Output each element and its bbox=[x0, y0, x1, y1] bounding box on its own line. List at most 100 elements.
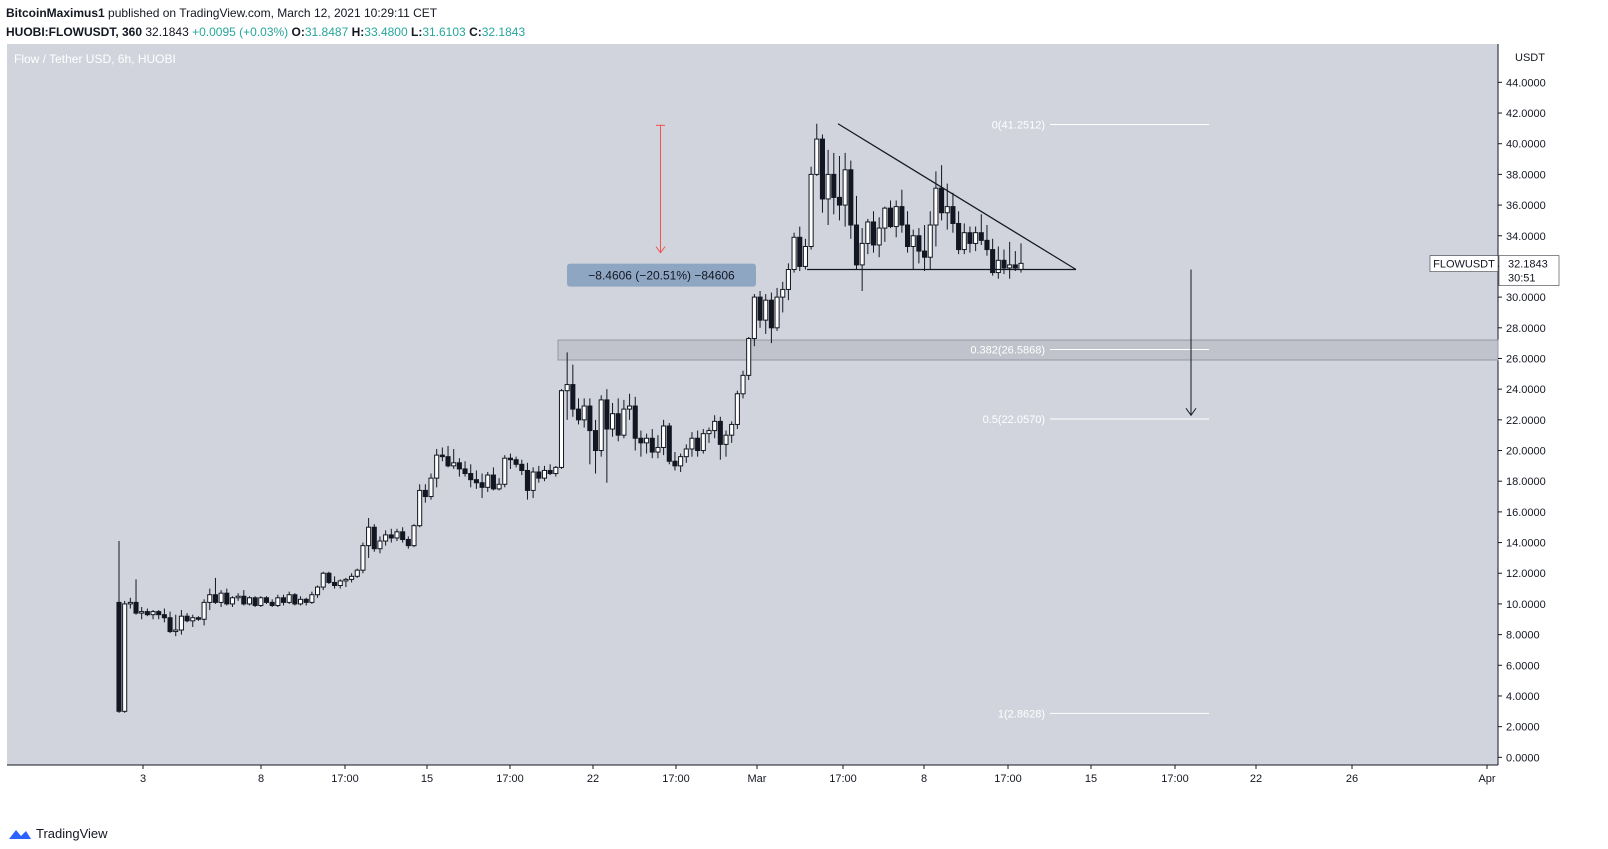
candle[interactable] bbox=[893, 206, 899, 228]
candle[interactable] bbox=[269, 601, 275, 606]
candle[interactable] bbox=[729, 423, 735, 436]
candle[interactable] bbox=[490, 474, 496, 490]
candle[interactable] bbox=[700, 433, 706, 452]
candle[interactable] bbox=[161, 614, 167, 619]
candle[interactable] bbox=[360, 545, 366, 571]
candle[interactable] bbox=[485, 474, 491, 488]
candle[interactable] bbox=[229, 597, 236, 605]
candle[interactable] bbox=[462, 468, 468, 475]
candle[interactable] bbox=[825, 173, 831, 200]
candle[interactable] bbox=[757, 296, 763, 321]
candle[interactable] bbox=[581, 405, 587, 421]
candle[interactable] bbox=[978, 232, 984, 241]
candle[interactable] bbox=[144, 611, 150, 616]
candle[interactable] bbox=[831, 173, 837, 198]
candle[interactable] bbox=[785, 269, 791, 290]
candle[interactable] bbox=[252, 597, 258, 606]
candle[interactable] bbox=[195, 617, 201, 620]
candle[interactable] bbox=[133, 601, 139, 614]
candle[interactable] bbox=[627, 405, 633, 410]
candle[interactable] bbox=[456, 462, 462, 470]
candle[interactable] bbox=[1007, 264, 1013, 269]
candle[interactable] bbox=[173, 629, 179, 633]
candle[interactable] bbox=[610, 413, 616, 430]
candle[interactable] bbox=[536, 471, 542, 479]
candle[interactable] bbox=[530, 471, 536, 491]
candle[interactable] bbox=[638, 437, 644, 444]
candle[interactable] bbox=[275, 597, 281, 606]
candle[interactable] bbox=[507, 457, 513, 461]
chart-plot-area[interactable] bbox=[7, 44, 1498, 765]
candle[interactable] bbox=[695, 437, 701, 452]
candle[interactable] bbox=[326, 572, 332, 583]
candle[interactable] bbox=[496, 483, 502, 490]
candle[interactable] bbox=[927, 224, 933, 258]
candle[interactable] bbox=[473, 479, 479, 484]
candle[interactable] bbox=[808, 173, 814, 247]
candle[interactable] bbox=[258, 597, 264, 606]
candle[interactable] bbox=[417, 489, 423, 527]
candle[interactable] bbox=[774, 296, 780, 329]
candle[interactable] bbox=[428, 477, 434, 498]
candle[interactable] bbox=[207, 594, 213, 603]
candle[interactable] bbox=[814, 138, 820, 175]
candle[interactable] bbox=[241, 595, 247, 605]
candle[interactable] bbox=[224, 592, 230, 605]
candle[interactable] bbox=[678, 456, 684, 467]
candle[interactable] bbox=[587, 405, 593, 432]
candle[interactable] bbox=[768, 299, 774, 329]
candle[interactable] bbox=[343, 578, 349, 582]
candle[interactable] bbox=[865, 221, 871, 244]
candle[interactable] bbox=[564, 384, 570, 392]
candle[interactable] bbox=[859, 242, 865, 266]
candle[interactable] bbox=[961, 232, 967, 251]
candle[interactable] bbox=[848, 169, 854, 226]
candle[interactable] bbox=[904, 224, 911, 247]
symbol-label[interactable]: HUOBI:FLOWUSDT, 360 bbox=[6, 25, 143, 39]
candle[interactable] bbox=[122, 603, 128, 712]
candle[interactable] bbox=[394, 531, 400, 539]
candle[interactable] bbox=[150, 611, 156, 616]
symbol-price-tag[interactable] bbox=[1429, 255, 1499, 272]
candle[interactable] bbox=[819, 138, 825, 200]
candle[interactable] bbox=[661, 425, 667, 448]
candle[interactable] bbox=[984, 239, 990, 251]
candle[interactable] bbox=[882, 207, 888, 229]
candle[interactable] bbox=[950, 206, 956, 224]
candle[interactable] bbox=[944, 206, 950, 214]
candle[interactable] bbox=[383, 534, 389, 542]
candle[interactable] bbox=[967, 232, 973, 244]
candle[interactable] bbox=[246, 597, 253, 605]
support-zone[interactable] bbox=[557, 339, 1499, 361]
candle[interactable] bbox=[763, 299, 769, 321]
candle[interactable] bbox=[666, 425, 672, 462]
candle[interactable] bbox=[887, 207, 894, 228]
candle[interactable] bbox=[519, 463, 525, 471]
candle[interactable] bbox=[212, 594, 218, 603]
candle[interactable] bbox=[439, 454, 445, 458]
candle[interactable] bbox=[513, 459, 519, 465]
candle[interactable] bbox=[791, 236, 797, 271]
candle[interactable] bbox=[751, 296, 757, 340]
candle[interactable] bbox=[315, 586, 321, 596]
candle[interactable] bbox=[479, 482, 485, 488]
candle[interactable] bbox=[655, 446, 661, 453]
measurement-box[interactable] bbox=[567, 263, 756, 287]
candle[interactable] bbox=[235, 595, 241, 599]
candle[interactable] bbox=[371, 526, 377, 550]
candle[interactable] bbox=[434, 454, 440, 479]
author-name[interactable]: BitcoinMaximus1 bbox=[6, 6, 105, 20]
candle[interactable] bbox=[899, 206, 905, 226]
candle[interactable] bbox=[615, 413, 621, 436]
candle[interactable] bbox=[337, 580, 343, 587]
candle[interactable] bbox=[916, 235, 922, 252]
candle[interactable] bbox=[870, 221, 877, 246]
candle[interactable] bbox=[910, 235, 916, 247]
candle[interactable] bbox=[286, 594, 292, 603]
candle[interactable] bbox=[400, 531, 406, 540]
candle[interactable] bbox=[723, 434, 729, 445]
candle[interactable] bbox=[990, 249, 996, 274]
candle[interactable] bbox=[1018, 262, 1024, 271]
candle[interactable] bbox=[116, 601, 122, 712]
